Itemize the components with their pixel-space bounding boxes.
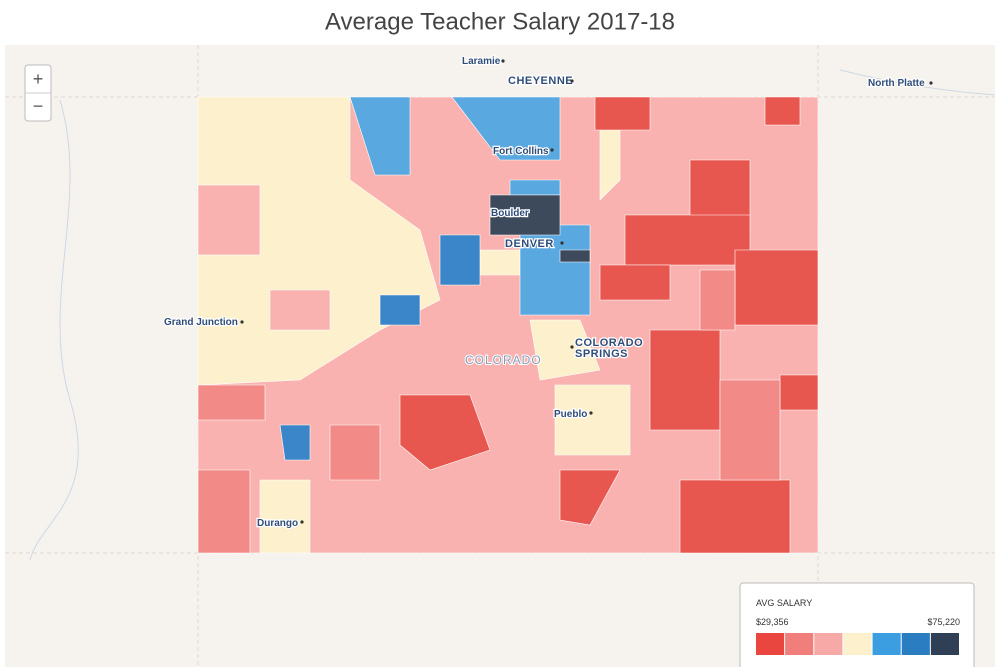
city-label: CHEYENNE: [508, 75, 573, 87]
city-label: DENVER: [505, 238, 554, 250]
legend-swatch: [814, 633, 843, 655]
legend-swatch: [901, 633, 930, 655]
state-label: COLORADO: [465, 353, 542, 367]
zoom-control: + −: [24, 64, 52, 122]
map-labels: Laramie CHEYENNE North Platte Fort Colli…: [163, 55, 927, 531]
city-label: North Platte: [868, 78, 925, 89]
page-title: Average Teacher Salary 2017-18: [325, 8, 675, 35]
city-label: Laramie: [462, 56, 501, 67]
legend: AVG SALARY $29,356 $75,220: [739, 582, 975, 667]
legend-swatch: [843, 633, 872, 655]
districts: [197, 96, 819, 554]
legend-title: AVG SALARY: [756, 598, 812, 608]
legend-min: $29,356: [756, 617, 789, 627]
city-label: Boulder: [491, 208, 529, 219]
legend-swatch: [785, 633, 814, 655]
city-dots: [240, 59, 933, 524]
city-label: Durango: [257, 518, 298, 529]
city-label: Pueblo: [554, 409, 587, 420]
city-label: Grand Junction: [164, 317, 238, 328]
legend-swatch: [756, 633, 785, 655]
map[interactable]: Laramie CHEYENNE North Platte Fort Colli…: [5, 45, 996, 667]
legend-swatch: [872, 633, 901, 655]
city-label: Fort Collins: [493, 146, 549, 157]
zoom-out-button[interactable]: −: [33, 96, 44, 116]
title-bar: [0, 0, 1000, 45]
city-label: SPRINGS: [575, 348, 628, 360]
legend-swatch: [930, 633, 959, 655]
zoom-in-button[interactable]: +: [33, 69, 44, 89]
city-label: COLORADO: [575, 337, 643, 349]
legend-max: $75,220: [927, 617, 960, 627]
